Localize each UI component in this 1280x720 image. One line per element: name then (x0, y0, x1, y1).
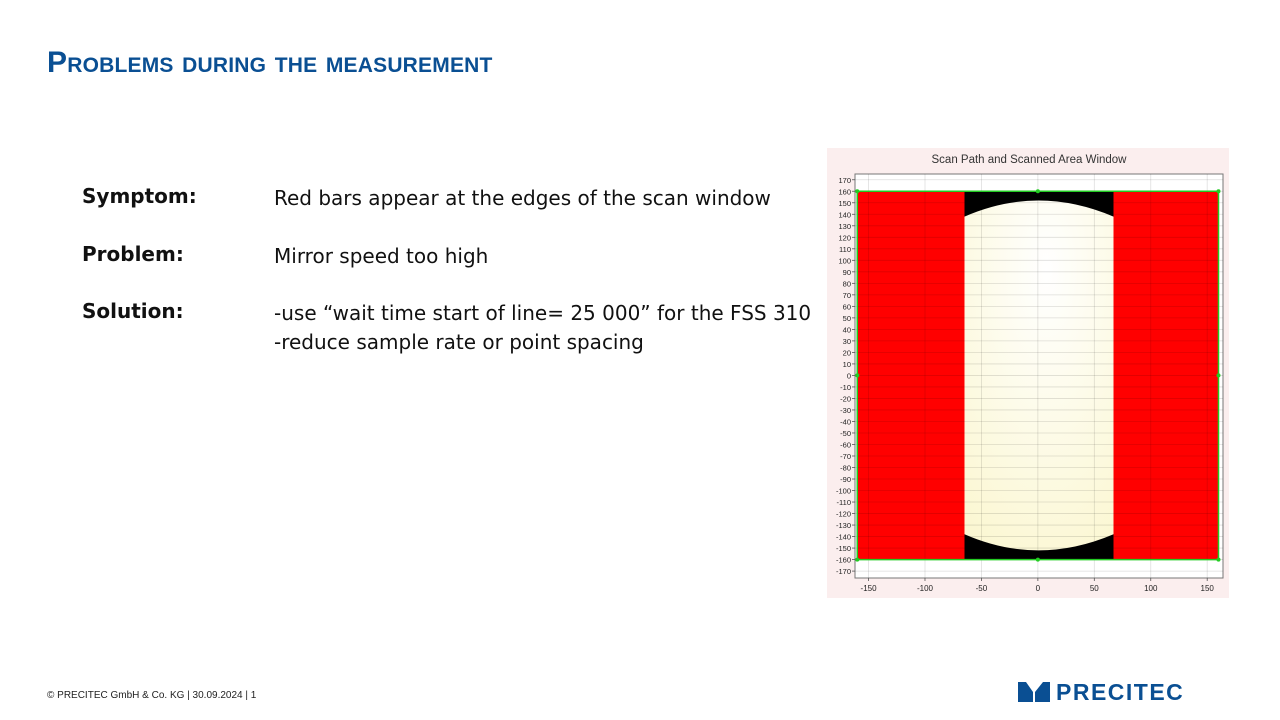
y-tick-label: -150 (836, 544, 851, 553)
y-tick-label: -60 (840, 440, 851, 449)
symptom-text: Red bars appear at the edges of the scan… (274, 184, 771, 213)
y-tick-label: 150 (838, 199, 851, 208)
slide-title: Problems during the measurement (47, 46, 493, 79)
symptom-label: Symptom: (82, 184, 197, 208)
y-tick-label: 60 (843, 302, 851, 311)
y-tick-label: -90 (840, 475, 851, 484)
y-tick-label: 0 (847, 371, 851, 380)
x-tick-label: -150 (861, 584, 878, 593)
y-tick-label: -30 (840, 406, 851, 415)
y-tick-label: 110 (839, 245, 851, 254)
y-tick-label: -160 (836, 556, 851, 565)
x-tick-label: 0 (1036, 584, 1041, 593)
y-tick-label: 30 (843, 337, 851, 346)
x-tick-label: 100 (1144, 584, 1158, 593)
precitec-logo-mark (1018, 682, 1050, 702)
boundary-marker (1216, 557, 1221, 562)
y-tick-label: 100 (838, 256, 851, 265)
solution-text: -use “wait time start of line= 25 000” f… (274, 299, 811, 357)
y-tick-label: -10 (840, 383, 851, 392)
y-tick-label: 160 (838, 187, 851, 196)
y-tick-label: -130 (836, 521, 851, 530)
scan-boundary (855, 189, 1221, 562)
y-tick-label: -110 (837, 498, 851, 507)
y-tick-label: -80 (840, 464, 851, 473)
y-tick-label: 130 (838, 222, 851, 231)
red-bar-right (1113, 191, 1219, 560)
plot-content (857, 191, 1219, 560)
y-axis: 1701601501401301201101009080706050403020… (836, 176, 855, 576)
red-bar-left (857, 191, 965, 560)
y-tick-label: -100 (836, 487, 851, 496)
solution-label: Solution: (82, 299, 184, 323)
y-tick-label: -70 (840, 452, 851, 461)
precitec-logo: PRECITEC (1018, 679, 1248, 705)
solution-line-1: -use “wait time start of line= 25 000” f… (274, 301, 812, 325)
y-tick-label: -120 (836, 510, 851, 519)
scan-window-figure: Scan Path and Scanned Area Window 170 160… (827, 148, 1229, 598)
y-tick-label: 120 (838, 233, 851, 242)
y-tick-label: 170 (838, 176, 851, 185)
boundary-marker (855, 189, 860, 194)
y-tick-label: -40 (840, 417, 851, 426)
problem-text: Mirror speed too high (274, 242, 488, 271)
y-tick-label: -50 (840, 429, 851, 438)
y-tick-label: 40 (843, 325, 851, 334)
boundary-marker (1035, 189, 1040, 194)
y-tick-label: -140 (836, 533, 851, 542)
y-tick-label: -170 (836, 567, 851, 576)
x-tick-label: -100 (917, 584, 934, 593)
boundary-marker (855, 373, 860, 378)
boundary-marker (1216, 189, 1221, 194)
y-tick-label: 50 (843, 314, 851, 323)
x-tick-label: 150 (1201, 584, 1215, 593)
y-tick-label: 90 (843, 268, 851, 277)
boundary-marker (1216, 373, 1221, 378)
x-axis: -150 -100 -50 0 50 100 150 (861, 578, 1215, 593)
boundary-marker (855, 557, 860, 562)
x-tick-label: 50 (1090, 584, 1099, 593)
y-tick-label: 70 (843, 291, 851, 300)
y-tick-label: -20 (840, 394, 851, 403)
symptom-line: Red bars appear at the edges of the scan… (274, 186, 771, 210)
y-tick-label: 80 (843, 279, 851, 288)
y-tick-label: 10 (843, 360, 851, 369)
scanned-area (964, 200, 1114, 551)
x-tick-label: -50 (976, 584, 988, 593)
precitec-logo-text: PRECITEC (1056, 679, 1185, 705)
scan-window-title: Scan Path and Scanned Area Window (932, 154, 1128, 166)
y-tick-label: 20 (843, 348, 851, 357)
boundary-marker (1035, 557, 1040, 562)
y-tick-label: 140 (838, 210, 851, 219)
solution-line-2: -reduce sample rate or point spacing (274, 330, 644, 354)
problem-label: Problem: (82, 242, 184, 266)
problem-line: Mirror speed too high (274, 244, 489, 268)
scan-window-plot: Scan Path and Scanned Area Window 170 160… (827, 148, 1229, 598)
footer-copyright: © PRECITEC GmbH & Co. KG | 30.09.2024 | … (47, 690, 257, 701)
